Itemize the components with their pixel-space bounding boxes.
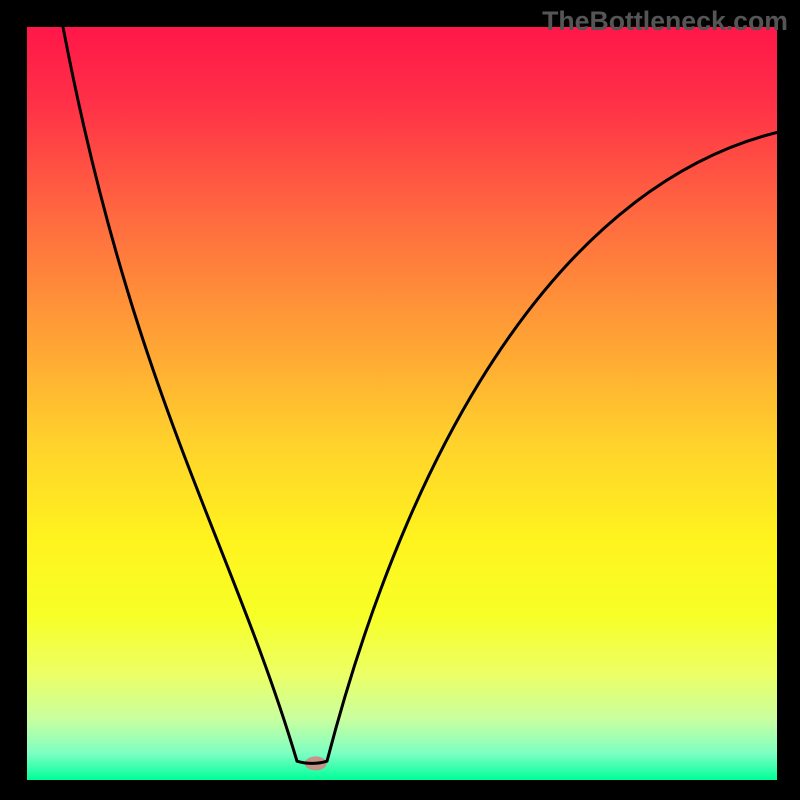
watermark-text: TheBottleneck.com (542, 6, 788, 37)
gradient-background (27, 27, 777, 780)
plot-svg (27, 27, 777, 780)
chart-container: TheBottleneck.com (0, 0, 800, 800)
plot-area (27, 27, 777, 780)
